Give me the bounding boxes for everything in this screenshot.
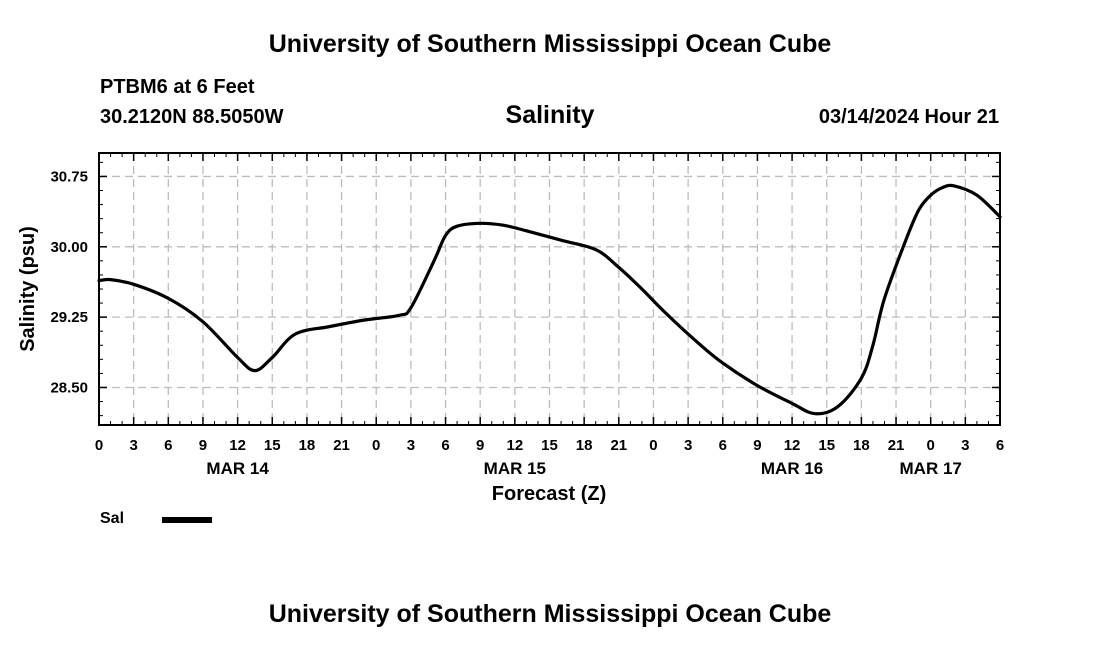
y-tick-label: 30.00	[50, 239, 88, 256]
x-axis-label: Forecast (Z)	[492, 483, 606, 505]
date-label: MAR 16	[761, 459, 823, 478]
x-tick-label: 0	[95, 437, 103, 454]
plot-frame	[98, 152, 1001, 426]
x-tick-label: 6	[164, 437, 172, 454]
y-tick-label: 30.75	[50, 168, 88, 185]
axis-labels: 0 3 6 9 12 15 18 21 0 3 6 9 12 15 18 21 0 3 6 9 12 15 18 21 0 3 6 2…	[50, 168, 1004, 478]
x-tick-label: 21	[333, 437, 350, 454]
grid-lines	[99, 153, 1000, 425]
page-title: University of Southern Mississippi Ocean…	[268, 30, 832, 58]
date-label: MAR 17	[900, 459, 962, 478]
x-tick-label: 3	[961, 437, 969, 454]
footer-title: University of Southern Mississippi Ocean…	[268, 600, 832, 628]
x-tick-label: 15	[818, 437, 835, 454]
x-tick-label: 3	[129, 437, 137, 454]
x-tick-label: 12	[507, 437, 524, 454]
x-tick-label: 12	[784, 437, 801, 454]
y-axis-label: Salinity (psu)	[17, 226, 39, 352]
x-tick-label: 18	[853, 437, 870, 454]
coordinates-label: 30.2120N 88.5050W	[100, 106, 284, 128]
x-tick-label: 6	[996, 437, 1004, 454]
x-tick-label: 15	[264, 437, 281, 454]
x-tick-label: 3	[684, 437, 692, 454]
y-tick-label: 28.50	[50, 379, 88, 396]
x-tick-label: 9	[476, 437, 484, 454]
x-tick-label: 6	[441, 437, 449, 454]
x-tick-label: 0	[927, 437, 935, 454]
legend-line-swatch	[162, 517, 212, 523]
station-label: PTBM6 at 6 Feet	[100, 76, 255, 98]
forecast-datetime: 03/14/2024 Hour 21	[818, 106, 999, 128]
series-line-sal	[97, 183, 1002, 416]
legend-label: Sal	[100, 510, 125, 527]
x-tick-label: 0	[649, 437, 657, 454]
date-label: MAR 15	[484, 459, 546, 478]
date-label: MAR 14	[206, 459, 269, 478]
x-tick-label: 21	[888, 437, 905, 454]
x-tick-label: 15	[541, 437, 558, 454]
x-tick-label: 18	[299, 437, 316, 454]
x-tick-label: 12	[229, 437, 246, 454]
x-tick-label: 18	[576, 437, 593, 454]
x-tick-label: 21	[610, 437, 627, 454]
x-tick-label: 3	[407, 437, 415, 454]
x-tick-label: 0	[372, 437, 380, 454]
y-tick-label: 29.25	[50, 309, 88, 326]
x-tick-label: 9	[753, 437, 761, 454]
chart-title: Salinity	[505, 101, 595, 129]
x-tick-label: 9	[199, 437, 207, 454]
series-layer	[97, 183, 1002, 416]
x-tick-label: 6	[719, 437, 727, 454]
